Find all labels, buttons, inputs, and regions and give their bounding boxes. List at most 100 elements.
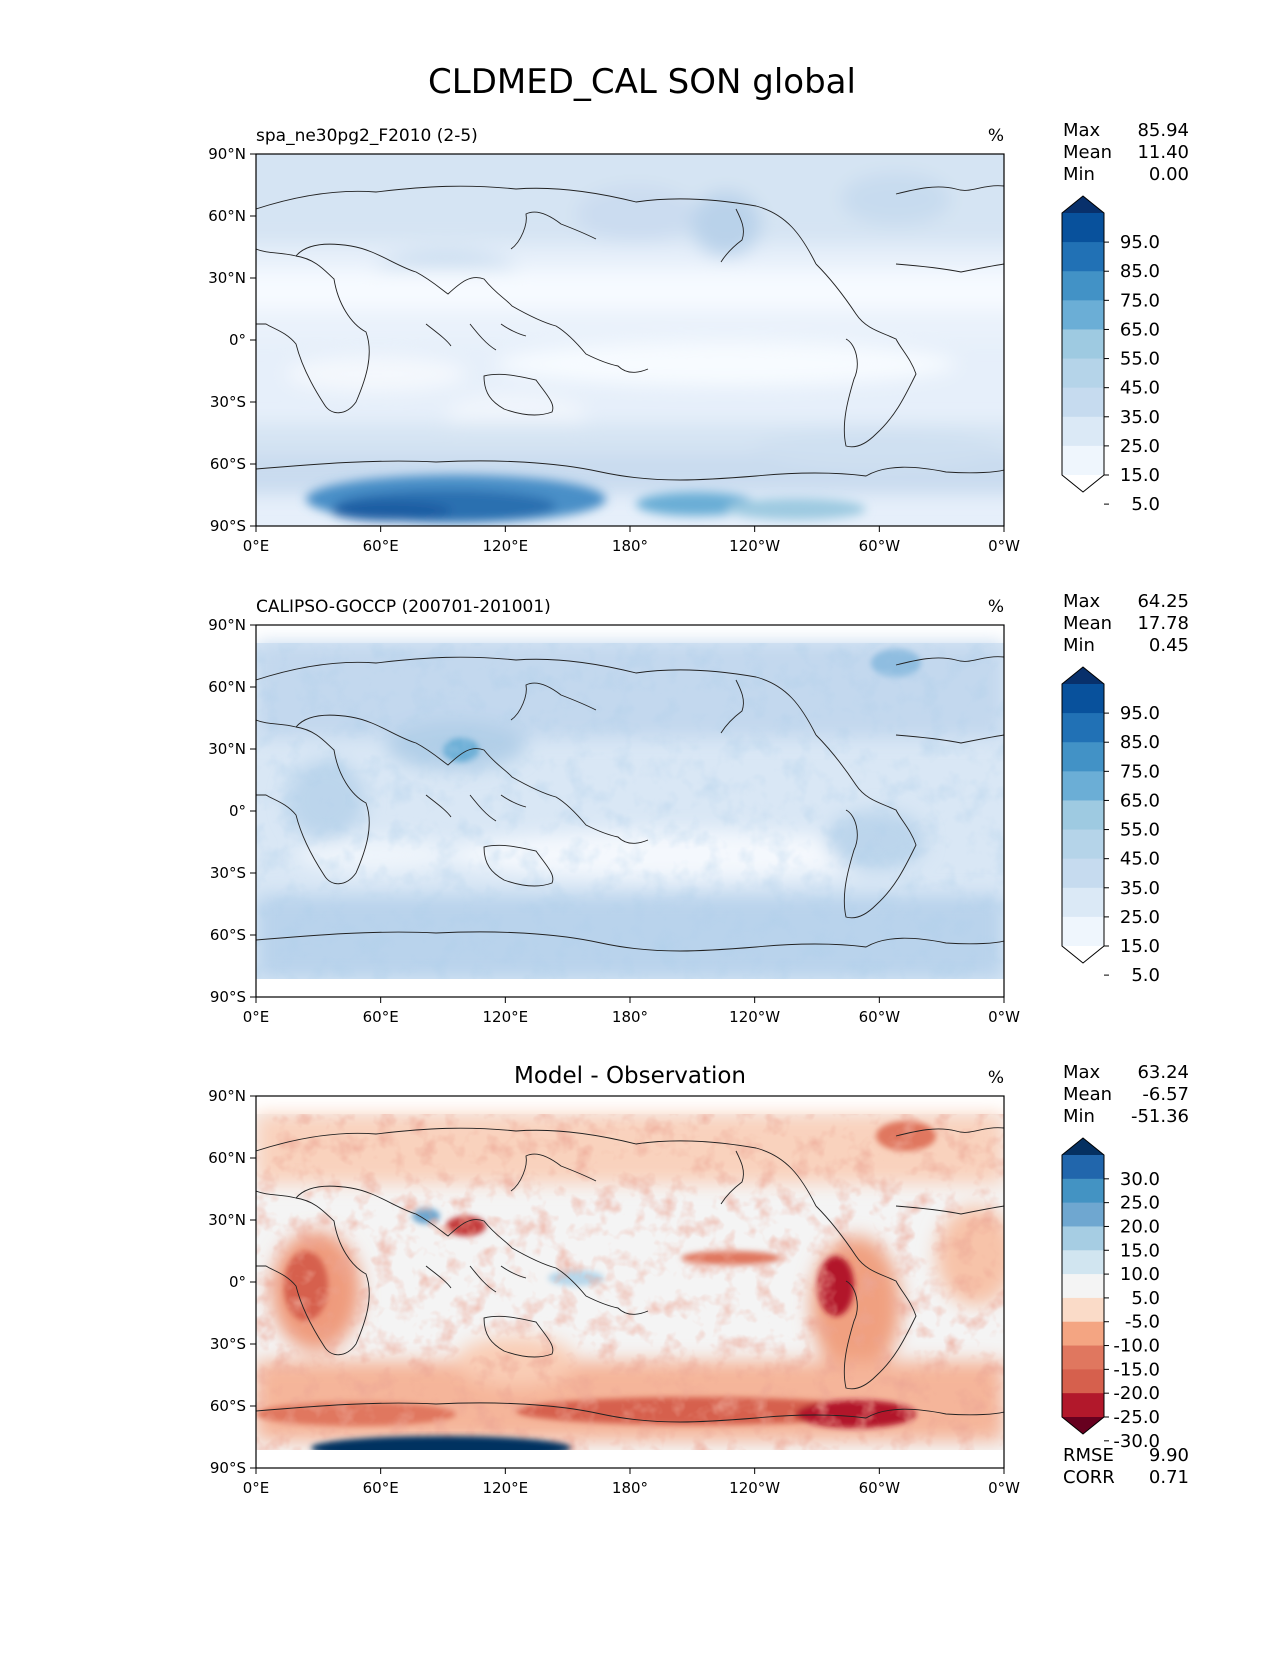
colorbar-label: -10.0 bbox=[1113, 1336, 1160, 1357]
y-tick-label: 60°N bbox=[208, 678, 246, 696]
y-tick-label: 90°S bbox=[210, 988, 246, 1006]
stat-label: Max bbox=[1063, 1062, 1101, 1083]
colorbar-swatch bbox=[1062, 1321, 1104, 1347]
colorbar-swatch bbox=[1062, 416, 1104, 447]
colorbar-swatch bbox=[1062, 1155, 1104, 1180]
coastlines bbox=[256, 1127, 1004, 1423]
y-tick-label: 30°S bbox=[210, 864, 246, 882]
stat-value: 17.78 bbox=[1137, 613, 1189, 634]
colorbar-label: 85.0 bbox=[1120, 732, 1160, 753]
colorbar-swatch bbox=[1062, 387, 1104, 418]
colorbar-label: 65.0 bbox=[1120, 319, 1160, 340]
y-tick-label: 90°N bbox=[208, 616, 246, 634]
colorbar-extend-top bbox=[1062, 1138, 1104, 1155]
x-tick-label: 0°W bbox=[988, 537, 1020, 555]
panel-test: spa_ne30pg2_F2010 (2-5) % bbox=[208, 126, 1020, 555]
colorbar-label: 5.0 bbox=[1131, 494, 1160, 515]
colorbar-extend-bottom bbox=[1062, 1417, 1104, 1434]
y-tick-label: 90°N bbox=[208, 145, 246, 163]
figure-title: CLDMED_CAL SON global bbox=[428, 62, 856, 102]
coastlines bbox=[256, 185, 1004, 481]
stats-test: Max 85.94 Mean 11.40 Min 0.00 bbox=[1063, 120, 1189, 185]
colorbar-swatch bbox=[1062, 713, 1104, 743]
map-field-reference bbox=[256, 625, 1004, 997]
colorbar-swatch bbox=[1062, 858, 1104, 889]
colorbar-extend-top bbox=[1062, 667, 1104, 684]
colorbar-label: 55.0 bbox=[1120, 349, 1160, 370]
x-tick-label: 60°W bbox=[859, 537, 901, 555]
y-tick-label: 90°S bbox=[210, 517, 246, 535]
colorbar-swatch bbox=[1062, 1297, 1104, 1323]
colorbar-swatch bbox=[1062, 1369, 1104, 1394]
colorbar-difference: 30.0 25.020.0 15.0 10.0 5.0 -5.0 -10.0-15.0 -20… bbox=[1061, 1137, 1160, 1452]
y-tick-label: 60°S bbox=[210, 1397, 246, 1415]
panel-left-title: spa_ne30pg2_F2010 (2-5) bbox=[256, 126, 478, 146]
y-tick-label: 30°S bbox=[210, 1335, 246, 1353]
colorbar-label: 45.0 bbox=[1120, 378, 1160, 399]
y-tick-label: 30°N bbox=[208, 269, 246, 287]
colorbar-label: 15.0 bbox=[1120, 1240, 1160, 1261]
colorbar-label: 75.0 bbox=[1120, 761, 1160, 782]
y-tick-label: 0° bbox=[229, 802, 246, 820]
stats-reference: Max 64.25 Mean 17.78 Min 0.45 bbox=[1063, 591, 1189, 656]
stat-value: 0.00 bbox=[1149, 164, 1189, 185]
x-tick-label: 60°E bbox=[363, 537, 399, 555]
x-tick-label: 120°W bbox=[729, 537, 780, 555]
colorbar-label: 65.0 bbox=[1120, 790, 1160, 811]
stat-label: CORR bbox=[1063, 1467, 1115, 1488]
x-tick-label: 120°W bbox=[729, 1479, 780, 1497]
colorbar-swatch bbox=[1062, 1345, 1104, 1370]
panel-left-title: CALIPSO-GOCCP (200701-201001) bbox=[256, 597, 551, 617]
stats-difference: Max 63.24 Mean -6.57 Min -51.36 bbox=[1063, 1062, 1189, 1127]
stat-label: Mean bbox=[1063, 613, 1112, 634]
panel-units: % bbox=[988, 597, 1004, 617]
stat-value: 63.24 bbox=[1137, 1062, 1189, 1083]
colorbar-swatch bbox=[1062, 300, 1104, 330]
colorbar-extend-bottom bbox=[1062, 946, 1104, 963]
colorbar-label: 15.0 bbox=[1120, 936, 1160, 957]
colorbar-label: 95.0 bbox=[1120, 703, 1160, 724]
colorbar-swatch bbox=[1062, 829, 1104, 860]
x-tick-label: 0°E bbox=[243, 537, 270, 555]
colorbar-label: 45.0 bbox=[1120, 849, 1160, 870]
x-tick-label: 60°E bbox=[363, 1008, 399, 1026]
colorbar-reference: 95.0 85.0 75.0 65.0 55.0 45.0 35.0 25.0 15.0 5.0 bbox=[1061, 666, 1160, 986]
x-tick-label: 60°E bbox=[363, 1479, 399, 1497]
stat-value: 85.94 bbox=[1137, 120, 1189, 141]
stat-label: Mean bbox=[1063, 142, 1112, 163]
x-tick-label: 60°W bbox=[859, 1479, 901, 1497]
panel-units: % bbox=[988, 1068, 1004, 1088]
x-tick-label: 120°W bbox=[729, 1008, 780, 1026]
stat-value: 9.90 bbox=[1149, 1445, 1189, 1466]
colorbar-label: 35.0 bbox=[1120, 407, 1160, 428]
panel-center-title: Model - Observation bbox=[514, 1063, 746, 1089]
colorbar-swatch bbox=[1062, 1274, 1104, 1299]
colorbar-label: -15.0 bbox=[1113, 1359, 1160, 1380]
stat-value: -51.36 bbox=[1131, 1106, 1189, 1127]
colorbar-label: 25.0 bbox=[1120, 907, 1160, 928]
x-axis: 0°E 60°E 120°E 180° 120°W 60°W 0°W bbox=[243, 526, 1020, 555]
y-axis: 90°N 60°N 30°N 0° 30°S 60°S 90°S bbox=[208, 145, 256, 535]
stat-label: Min bbox=[1063, 1106, 1095, 1127]
stats-rmse-corr: RMSE 9.90 CORR 0.71 bbox=[1063, 1445, 1189, 1488]
y-tick-label: 30°S bbox=[210, 393, 246, 411]
x-tick-label: 180° bbox=[612, 1008, 648, 1026]
colorbar-label: -5.0 bbox=[1125, 1312, 1160, 1333]
x-tick-label: 180° bbox=[612, 537, 648, 555]
stat-label: RMSE bbox=[1063, 1445, 1114, 1466]
y-tick-label: 0° bbox=[229, 1273, 246, 1291]
x-tick-label: 0°E bbox=[243, 1008, 270, 1026]
panel-reference: CALIPSO-GOCCP (200701-201001) % bbox=[208, 597, 1020, 1026]
colorbar-test: 95.0 85.0 75.0 65.0 55.0 45.0 35.0 25.0 15.0 5.0 bbox=[1061, 195, 1160, 515]
colorbar-label: 95.0 bbox=[1120, 232, 1160, 253]
colorbar-label: -20.0 bbox=[1113, 1383, 1160, 1404]
colorbar-swatch bbox=[1062, 1250, 1104, 1275]
colorbar-swatch bbox=[1062, 1226, 1104, 1251]
x-tick-label: 0°W bbox=[988, 1479, 1020, 1497]
stat-value: 0.45 bbox=[1149, 635, 1189, 656]
stat-value: 64.25 bbox=[1137, 591, 1189, 612]
colorbar-swatch bbox=[1062, 887, 1104, 918]
stat-label: Max bbox=[1063, 591, 1101, 612]
x-tick-label: 120°E bbox=[483, 1479, 529, 1497]
